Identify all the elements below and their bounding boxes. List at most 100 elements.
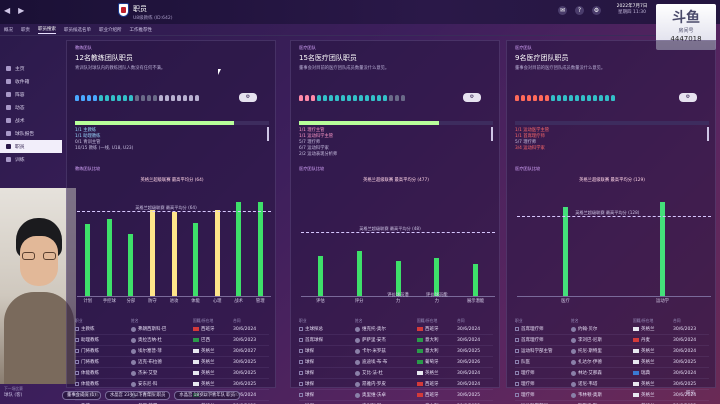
table-row[interactable]: 球探 昂雅内·罗皮 西班牙 30/6/2024 [299,379,493,390]
table-header-cell[interactable]: 职业 [299,318,307,323]
tab-shortlist[interactable]: 职员候选名单 [64,28,91,33]
name-text[interactable]: 约翰·贝尔 [578,327,598,332]
sidebar-item-dynamics[interactable]: 动态 [0,101,62,114]
checkbox[interactable] [515,393,519,397]
name-text[interactable]: 安东尼·科 [138,382,158,387]
sidebar-item-training[interactable]: 训练 [0,153,62,166]
chart-bar[interactable] [395,260,401,296]
name-text[interactable]: 托尼·斯特里 [578,349,602,354]
back-arrow-icon[interactable]: ◀ [4,6,11,15]
name-text[interactable]: 昂雅内·罗皮 [362,382,386,387]
table-row[interactable]: 球探 迪迪埃·布·布 葡萄牙 30/6/2026 [299,357,493,368]
tab-duties[interactable]: 职责 [21,28,30,33]
table-header-cell[interactable]: 职业 [515,318,523,323]
forward-arrow-icon[interactable]: ▶ [18,6,25,15]
name-text[interactable]: 卡尔·米罗兹 [362,349,386,354]
checkbox[interactable] [299,349,303,353]
table-row[interactable]: 首席球探 萨萨里·安杰 意大利 30/6/2024 [299,335,493,346]
table-header-cell[interactable]: 合同 [233,318,241,323]
chip-u23-staff[interactable]: 水晶宫 23岁以下青年队 职员 [104,390,171,400]
chart-bar[interactable] [317,255,323,296]
name-text[interactable]: 弗朗西斯科·巴 [138,327,167,332]
checkbox[interactable] [515,349,519,353]
date-block[interactable]: 2022年7月7日 星期四 11:30 [612,3,652,15]
checkbox[interactable] [299,382,303,386]
tab-staff-search[interactable]: 职员搜索 [38,27,56,34]
name-text[interactable]: 奥拉吉纳·杜 [138,338,162,343]
help-icon[interactable]: ? [575,6,584,15]
chart-bar[interactable] [149,209,155,296]
table-header-cell[interactable]: 国籍/所在地 [193,318,214,323]
checkbox[interactable] [515,371,519,375]
name-text[interactable]: 杰米·艾登 [138,371,158,376]
checkbox[interactable] [75,382,79,386]
checkbox[interactable] [299,360,303,364]
checkbox[interactable] [75,371,79,375]
table-header-cell[interactable]: 国籍/所在地 [633,318,654,323]
chart-bar[interactable] [128,233,134,296]
chip-u18-staff[interactable]: 水晶宫 18岁以下青年队 职员 [174,390,240,400]
panel-action-button[interactable]: ⚙ [679,93,697,102]
chart-bar[interactable] [106,219,112,296]
name-text[interactable]: 李刘巴·尼斯 [578,338,602,343]
checkbox[interactable] [299,371,303,375]
chart-bar[interactable] [434,258,440,296]
chart-bar[interactable] [257,201,263,296]
sidebar-item-staff[interactable]: 职员 [0,140,62,153]
name-text[interactable]: 迪迪埃·布·布 [362,360,388,365]
table-row[interactable]: 队医 扎达尔·伊德 英格兰 30/6/2025 [515,357,709,368]
checkbox[interactable] [299,338,303,342]
table-row[interactable]: 体能教练 杰米·艾登 英格兰 30/6/2025 [75,368,269,379]
sidebar-item-inbox[interactable]: 收件箱 [0,75,62,88]
table-header-cell[interactable]: 职业 [75,318,83,323]
tab-overview[interactable]: 概况 [4,28,13,33]
chip-board[interactable]: 董事会成员 (1) [62,390,101,400]
settings-icon[interactable]: ⚙ [592,6,601,15]
table-row[interactable]: 门将教练 埃尔塞普·菲 英格兰 30/6/2027 [75,346,269,357]
table-header-cell[interactable]: 合同 [673,318,681,323]
table-header-cell[interactable]: 姓名 [355,318,363,323]
checkbox[interactable] [515,327,519,331]
checkbox[interactable] [75,349,79,353]
table-row[interactable]: 主教练 弗朗西斯科·巴 西班牙 30/6/2024 [75,324,269,335]
bottom-right-staff[interactable]: 职员 [686,391,695,396]
checkbox[interactable] [299,327,303,331]
table-row[interactable]: 球探 奥里维·沃卓 西班牙 30/6/2025 [299,390,493,401]
panel-action-button[interactable]: ⚙ [463,93,481,102]
chart-bar[interactable] [214,209,220,296]
name-text[interactable]: 埃尔塞普·菲 [138,349,162,354]
chart-bar[interactable] [563,206,568,296]
table-row[interactable]: 理疗师 韦林顿·奥斯 英格兰 30/6/2024 [515,390,709,401]
table-row[interactable]: 体能教练 安东尼·科 英格兰 30/6/2025 [75,379,269,390]
tab-job-centre[interactable]: 职业介绍所 [99,28,122,33]
checkbox[interactable] [515,338,519,342]
table-header-cell[interactable]: 姓名 [131,318,139,323]
name-text[interactable]: 林达·艾那森 [578,371,602,376]
table-row[interactable]: 助理教练 奥拉吉纳·杜 巴西 30/6/2023 [75,335,269,346]
table-row[interactable]: 首席理疗师 李刘巴·尼斯 丹麦 30/6/2024 [515,335,709,346]
table-row[interactable]: 首席理疗师 约翰·贝尔 英格兰 30/6/2023 [515,324,709,335]
table-row[interactable]: 理疗师 林达·艾那森 瑞典 30/6/2024 [515,368,709,379]
table-row[interactable]: 主球探总 维克托·奥尔 西班牙 30/6/2024 [299,324,493,335]
name-text[interactable]: 扎达尔·伊德 [578,360,602,365]
table-header-cell[interactable]: 姓名 [571,318,579,323]
chart-bar[interactable] [171,212,177,296]
chart-bar[interactable] [356,251,362,296]
checkbox[interactable] [75,360,79,364]
table-row[interactable]: 球探 卡尔·米罗兹 意大利 30/6/2025 [299,346,493,357]
table-row[interactable]: 运动科学部主管 托尼·斯特里 英格兰 30/6/2024 [515,346,709,357]
table-row[interactable]: 球探 艾比·法·杜 英格兰 30/6/2024 [299,368,493,379]
club-badge[interactable] [118,3,129,17]
name-text[interactable]: 艾比·法·杜 [362,371,383,376]
chart-bar[interactable] [236,201,242,296]
sidebar-item-tactics[interactable]: 战术 [0,114,62,127]
mail-icon[interactable]: ✉ [558,6,567,15]
checkbox[interactable] [515,360,519,364]
table-row[interactable]: 理疗师 诺尼·韦塔 英格兰 30/6/2025 [515,379,709,390]
chart-bar[interactable] [85,224,91,296]
next-match[interactable]: 下一场比赛 球队 (客) [4,386,23,398]
checkbox[interactable] [75,327,79,331]
name-text[interactable]: 韦林顿·奥斯 [578,393,602,398]
panel-action-button[interactable]: ⚙ [239,93,257,102]
name-text[interactable]: 迈克·布拉德 [138,360,162,365]
